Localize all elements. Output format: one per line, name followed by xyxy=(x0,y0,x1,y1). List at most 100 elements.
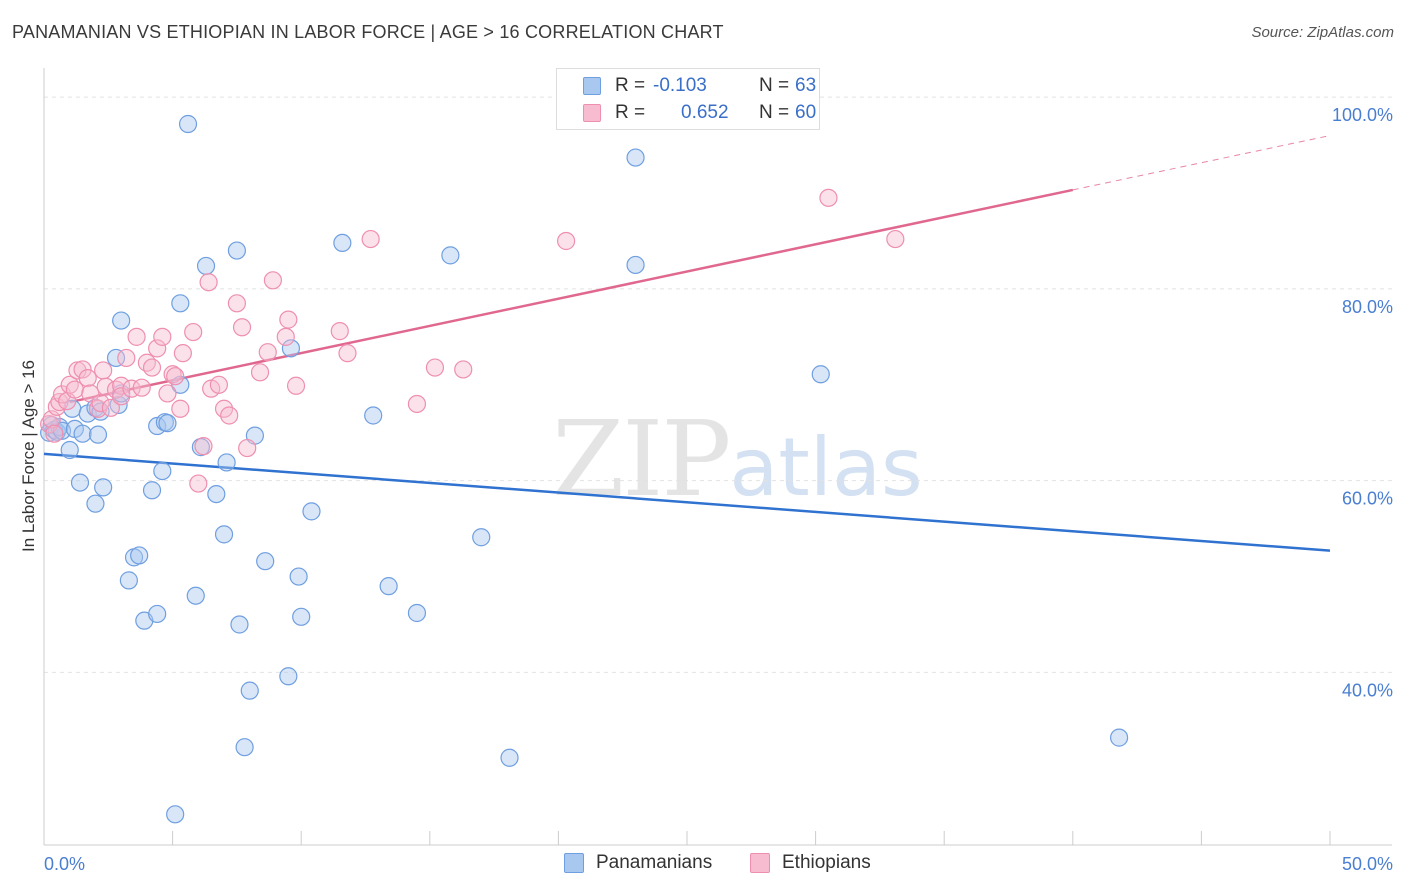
y-tick-label: 100.0% xyxy=(1332,105,1393,125)
data-point xyxy=(886,229,905,249)
data-point xyxy=(96,377,115,396)
data-point xyxy=(199,273,218,292)
data-point xyxy=(333,233,352,253)
data-point xyxy=(40,415,59,434)
data-point xyxy=(1109,728,1129,747)
data-point xyxy=(94,361,113,380)
data-point xyxy=(238,438,257,458)
data-point xyxy=(240,681,259,700)
data-point xyxy=(811,365,830,384)
data-point xyxy=(94,478,113,497)
data-point xyxy=(117,348,136,368)
data-point xyxy=(819,188,838,207)
data-point xyxy=(68,361,87,380)
series-ethiopians xyxy=(40,188,905,493)
grid-lines xyxy=(44,96,1392,673)
legend-label: Panamanians xyxy=(596,852,713,873)
x-tick-label: 0.0% xyxy=(44,854,85,874)
data-point xyxy=(86,494,105,513)
data-point xyxy=(196,256,216,276)
legend-label: Ethiopians xyxy=(782,852,871,873)
data-point xyxy=(78,368,97,388)
data-point xyxy=(279,310,298,329)
data-point xyxy=(330,322,349,341)
data-point xyxy=(119,571,138,590)
data-point xyxy=(232,318,252,337)
data-point xyxy=(281,339,301,358)
data-point xyxy=(158,384,177,403)
data-point xyxy=(276,327,295,346)
data-point xyxy=(112,376,131,395)
data-point xyxy=(338,344,357,363)
correlation-legend: R = -0.103 N = 63 R = 0.652 N = 60 xyxy=(556,68,820,130)
data-point xyxy=(142,358,162,377)
y-tick-label: 60.0% xyxy=(1342,489,1393,509)
data-point xyxy=(263,271,283,290)
data-point xyxy=(500,748,519,767)
data-points xyxy=(40,114,1129,824)
axes xyxy=(43,68,1392,846)
data-point xyxy=(45,424,64,443)
legend-r-value: -0.103 xyxy=(653,75,707,96)
data-point xyxy=(166,367,185,386)
y-axis-title: In Labor Force | Age > 16 xyxy=(19,360,38,552)
x-tick-label: 50.0% xyxy=(1342,854,1393,874)
data-point xyxy=(227,294,246,313)
data-point xyxy=(407,394,427,414)
legend-swatch-panamanians xyxy=(583,77,601,95)
data-point xyxy=(217,453,236,472)
data-point xyxy=(112,311,131,330)
data-point xyxy=(220,406,239,425)
data-point xyxy=(279,667,298,686)
data-point xyxy=(230,615,249,634)
data-point xyxy=(194,437,213,456)
data-point xyxy=(127,327,146,346)
data-point xyxy=(60,440,79,460)
data-point xyxy=(256,552,275,571)
data-point xyxy=(153,461,172,481)
chart-title: PANAMANIAN VS ETHIOPIAN IN LABOR FORCE |… xyxy=(12,22,724,42)
data-point xyxy=(166,805,185,824)
series-panamanians xyxy=(40,114,1129,824)
data-point xyxy=(258,343,277,362)
data-point xyxy=(163,365,182,384)
data-point xyxy=(153,327,172,346)
legend-swatch-ethiopians xyxy=(750,853,770,873)
legend-swatch-panamanians xyxy=(564,853,584,873)
data-point xyxy=(148,339,167,358)
data-point xyxy=(235,738,254,757)
data-point xyxy=(425,358,445,377)
data-point xyxy=(73,424,92,443)
y-tick-label: 40.0% xyxy=(1342,680,1393,700)
legend-n-label: N = xyxy=(759,75,790,96)
data-point xyxy=(178,114,198,134)
trend-line-extension xyxy=(1072,135,1331,191)
data-point xyxy=(286,376,306,395)
watermark-atlas: atlas xyxy=(729,421,923,514)
data-point xyxy=(184,322,203,342)
trend-line-panamanians xyxy=(43,452,1331,552)
legend-r-label: R = xyxy=(615,75,646,96)
data-point xyxy=(250,363,270,382)
data-point xyxy=(130,546,149,565)
data-point xyxy=(626,255,645,275)
data-point xyxy=(171,294,190,313)
data-point xyxy=(142,481,162,500)
data-point xyxy=(557,231,576,251)
data-point xyxy=(302,502,321,521)
legend-n-label: N = xyxy=(759,102,790,123)
source-label: Source: ZipAtlas.com xyxy=(1251,24,1394,41)
legend-n-value: 60 xyxy=(795,102,817,123)
data-point xyxy=(88,425,108,444)
data-point xyxy=(209,375,228,394)
data-point xyxy=(361,229,380,249)
data-point xyxy=(207,484,226,504)
data-point xyxy=(379,577,398,596)
data-point xyxy=(91,393,110,413)
data-point xyxy=(292,607,311,626)
data-point xyxy=(158,414,177,433)
data-point xyxy=(171,399,190,418)
legend-n-value: 63 xyxy=(795,75,817,96)
legend-r-label: R = xyxy=(615,102,646,123)
